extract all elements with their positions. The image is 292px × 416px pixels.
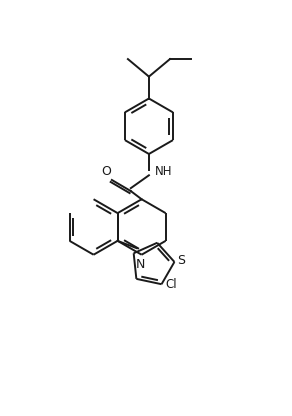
Text: S: S [177, 254, 185, 267]
Text: Cl: Cl [165, 278, 177, 291]
Text: O: O [102, 165, 112, 178]
Text: NH: NH [155, 165, 173, 178]
Text: N: N [135, 258, 145, 271]
